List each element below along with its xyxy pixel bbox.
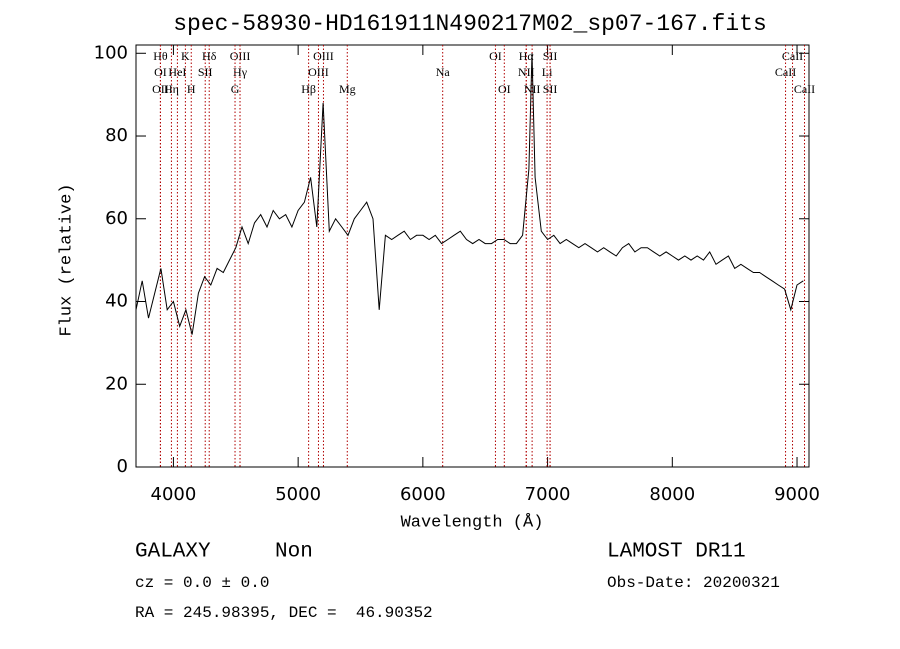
- y-tick-label: 100: [94, 42, 128, 63]
- spectral-line-label: NII: [524, 82, 541, 96]
- spectral-line-label: NII: [518, 65, 535, 79]
- spectral-line-label: OI: [489, 49, 502, 63]
- spectral-line-label: OII: [152, 82, 169, 96]
- spectral-line-label: Hγ: [233, 65, 248, 79]
- spectral-line-label: CaII: [782, 49, 803, 63]
- spectral-line-label: CaII: [794, 82, 815, 96]
- x-tick-label: 7000: [525, 484, 571, 505]
- spectral-line-label: OI: [154, 65, 167, 79]
- spectral-line-label: SII: [198, 65, 213, 79]
- spectral-line-label: K: [181, 49, 190, 63]
- y-tick-label: 80: [105, 125, 128, 146]
- survey-label: LAMOST DR11: [607, 541, 746, 564]
- x-tick-label: 6000: [400, 484, 446, 505]
- coords-label: RA = 245.98395, DEC = 46.90352: [135, 604, 433, 622]
- x-tick-label: 8000: [649, 484, 695, 505]
- spectral-line-label: Hη: [164, 82, 179, 96]
- plot-frame: [135, 44, 810, 468]
- y-tick-label: 60: [105, 208, 128, 229]
- x-tick-label: 9000: [774, 484, 820, 505]
- spectral-line-label: OI: [498, 82, 511, 96]
- spectral-line-label: CaII: [775, 65, 796, 79]
- spectral-line-label: H: [187, 82, 196, 96]
- x-tick-label: 5000: [275, 484, 321, 505]
- spectrum-line: [135, 53, 804, 335]
- spectral-line-label: Hβ: [301, 82, 316, 96]
- x-axis-label: Wavelength (Å): [401, 513, 544, 532]
- cz-label: cz = 0.0 ± 0.0: [135, 574, 269, 592]
- spectral-line-label: OIII: [308, 65, 329, 79]
- spectral-line-label: Na: [436, 65, 451, 79]
- chart-title: spec-58930-HD161911N490217M02_sp07-167.f…: [173, 11, 767, 37]
- spectral-line-label: SII: [543, 82, 558, 96]
- y-tick-label: 20: [105, 373, 128, 394]
- spectral-line-label: OIII: [313, 49, 334, 63]
- subclass-label: Non: [275, 541, 313, 564]
- spectral-line-label: Hδ: [202, 49, 217, 63]
- spectral-line-label: HeI: [168, 65, 186, 79]
- class-label: GALAXY: [135, 541, 211, 564]
- x-tick-label: 4000: [151, 484, 197, 505]
- spectral-line-label: G: [231, 82, 240, 96]
- obs-date-label: Obs-Date: 20200321: [607, 574, 780, 592]
- spectral-line-label: Mg: [339, 82, 356, 96]
- y-axis-label: Flux (relative): [57, 183, 76, 336]
- y-tick-label: 0: [117, 456, 128, 477]
- spectral-line-label: Li: [542, 65, 553, 79]
- y-tick-label: 40: [105, 291, 128, 312]
